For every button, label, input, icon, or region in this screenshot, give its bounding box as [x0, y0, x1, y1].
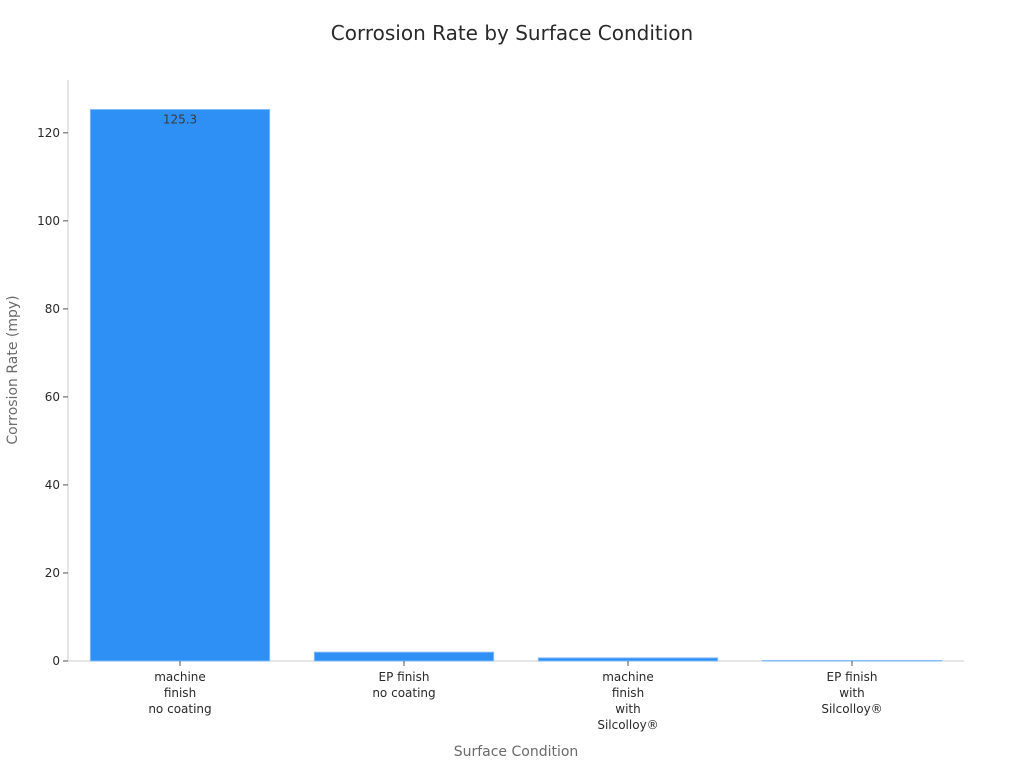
- y-tick-label: 100: [37, 214, 60, 228]
- y-tick-label: 120: [37, 126, 60, 140]
- bar[interactable]: [313, 651, 495, 662]
- x-tick-label: Silcolloy®: [597, 718, 658, 732]
- y-tick-label: 20: [45, 566, 60, 580]
- bar[interactable]: [89, 108, 271, 662]
- x-tick-label: no coating: [148, 702, 211, 716]
- y-tick-label: 40: [45, 478, 60, 492]
- x-tick-label: machine: [154, 670, 206, 684]
- x-tick-label: with: [839, 686, 864, 700]
- bar[interactable]: [537, 657, 719, 662]
- x-tick-label: Silcolloy®: [821, 702, 882, 716]
- x-tick-label: no coating: [372, 686, 435, 700]
- x-tick-label: finish: [612, 686, 644, 700]
- chart-title: Corrosion Rate by Surface Condition: [331, 21, 693, 45]
- y-tick-label: 60: [45, 390, 60, 404]
- y-tick-label: 80: [45, 302, 60, 316]
- x-axis-title: Surface Condition: [454, 744, 579, 760]
- x-tick-label: with: [615, 702, 640, 716]
- bar-value-label: 125.3: [163, 112, 197, 126]
- x-tick-label: machine: [602, 670, 654, 684]
- plot-area: 0 20 40 60 80 100 120 machine finish no coating 12…: [37, 80, 964, 732]
- y-tick-label: 0: [52, 654, 60, 668]
- x-tick-label: EP finish: [827, 670, 878, 684]
- x-tick-label: finish: [164, 686, 196, 700]
- y-axis-title: Corrosion Rate (mpy): [5, 295, 21, 444]
- x-tick-label: EP finish: [379, 670, 430, 684]
